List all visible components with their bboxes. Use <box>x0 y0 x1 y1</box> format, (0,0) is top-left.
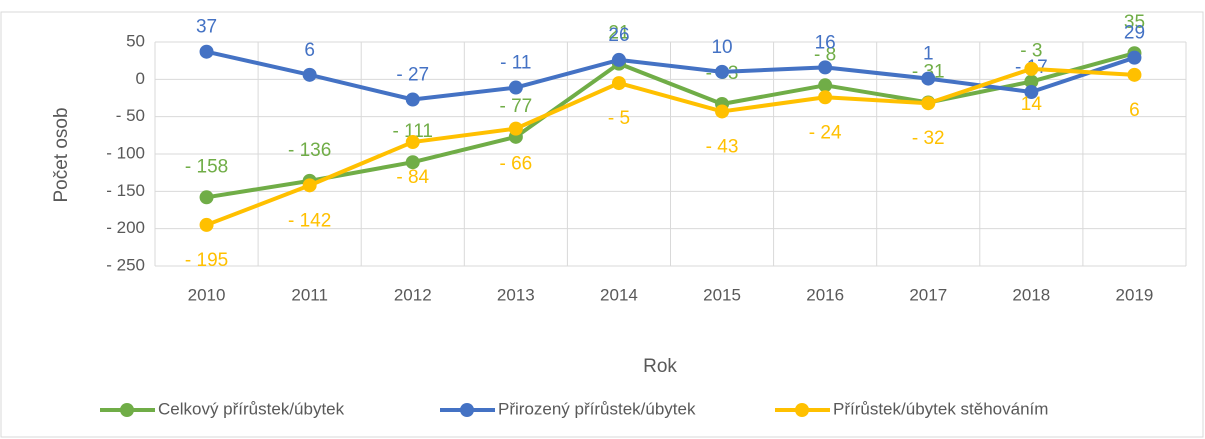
data-label: 37 <box>196 17 217 38</box>
data-point <box>611 76 626 91</box>
data-label: 10 <box>711 37 732 58</box>
x-tick-label: 2011 <box>291 285 328 304</box>
legend-marker <box>120 403 134 417</box>
y-tick-label: - 150 <box>106 181 145 200</box>
y-axis-label: Počet osob <box>51 107 72 202</box>
x-tick-label: 2015 <box>703 285 741 304</box>
data-label: - 195 <box>185 250 228 271</box>
data-label: - 66 <box>499 154 532 175</box>
legend-label: Přirozený přírůstek/úbytek <box>498 399 696 418</box>
data-label: - 5 <box>608 108 630 129</box>
x-tick-label: 2016 <box>806 285 844 304</box>
data-point <box>818 90 833 105</box>
y-tick-label: - 200 <box>106 218 145 237</box>
data-point <box>199 44 214 59</box>
data-point <box>818 60 833 75</box>
data-point <box>611 52 626 67</box>
data-label: - 3 <box>1020 41 1042 62</box>
legend-marker <box>795 403 809 417</box>
x-tick-label: 2013 <box>497 285 535 304</box>
data-label: 1 <box>923 44 934 65</box>
legend-marker <box>460 403 474 417</box>
data-point <box>508 80 523 95</box>
data-label: - 32 <box>912 128 945 149</box>
data-point <box>921 71 936 86</box>
legend-label: Přírůstek/úbytek stěhováním <box>833 399 1048 418</box>
data-label: - 136 <box>288 140 331 161</box>
x-tick-label: 2014 <box>600 285 638 304</box>
data-label: 6 <box>1129 100 1140 121</box>
data-label: 21 <box>608 23 629 44</box>
data-label: 29 <box>1124 23 1145 44</box>
data-point <box>199 190 214 205</box>
y-tick-label: 0 <box>136 69 145 88</box>
data-point <box>405 92 420 107</box>
data-label: 16 <box>815 32 836 53</box>
data-point <box>715 64 730 79</box>
data-label: 26 <box>608 25 629 46</box>
data-label: - 111 <box>393 121 434 142</box>
data-point <box>405 135 420 150</box>
data-point <box>1024 61 1039 76</box>
data-point <box>302 178 317 193</box>
data-point <box>1024 74 1039 89</box>
x-axis-label: Rok <box>643 356 677 377</box>
data-label: 6 <box>304 40 315 61</box>
y-tick-label: - 50 <box>116 106 145 125</box>
x-tick-label: 2012 <box>394 285 432 304</box>
data-label: - 77 <box>499 96 532 117</box>
data-label: - 43 <box>706 136 739 157</box>
x-tick-label: 2010 <box>188 285 226 304</box>
data-label: 14 <box>1021 94 1043 115</box>
data-point <box>715 104 730 119</box>
data-label: - 158 <box>185 156 228 177</box>
y-tick-label: - 100 <box>106 143 145 162</box>
data-point <box>1024 85 1039 100</box>
y-tick-label: - 250 <box>106 255 145 274</box>
series-line <box>206 51 1135 200</box>
data-label: - 142 <box>288 210 331 231</box>
data-point <box>1127 67 1142 82</box>
data-point <box>508 121 523 136</box>
data-point <box>921 96 936 111</box>
data-point <box>199 217 214 232</box>
x-tick-label: 2019 <box>1116 285 1154 304</box>
x-tick-label: 2017 <box>909 285 947 304</box>
y-tick-label: 50 <box>126 31 145 50</box>
data-point <box>302 67 317 82</box>
data-label: 35 <box>1124 12 1145 33</box>
data-label: - 27 <box>396 65 429 86</box>
x-tick-label: 2018 <box>1012 285 1050 304</box>
data-label: - 8 <box>814 44 836 65</box>
series-line <box>205 66 1135 227</box>
legend-label: Celkový přírůstek/úbytek <box>158 399 345 418</box>
data-point <box>1127 50 1142 65</box>
data-point <box>405 155 420 170</box>
data-label: - 11 <box>500 53 531 74</box>
data-label: - 84 <box>396 167 429 188</box>
data-label: - 24 <box>809 122 842 143</box>
data-point <box>818 78 833 93</box>
